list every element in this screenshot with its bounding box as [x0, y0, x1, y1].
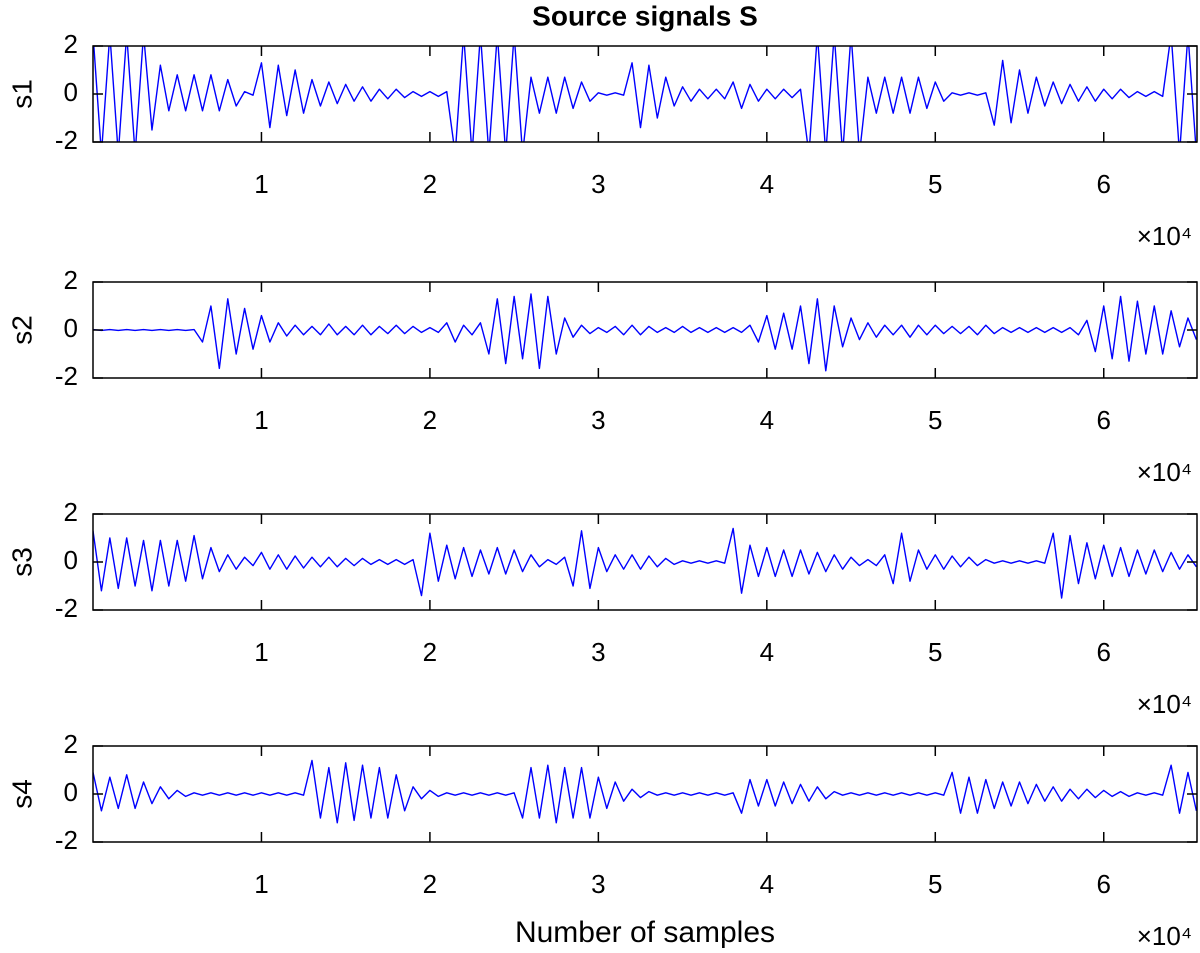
x-multiplier: ×10⁴: [1137, 921, 1192, 951]
chart-title: Source signals S: [532, 0, 758, 31]
x-tick-label: 1: [254, 637, 268, 667]
y-tick-label: -2: [55, 593, 78, 623]
y-tick-label: -2: [55, 361, 78, 391]
y-tick-label: 2: [64, 29, 78, 59]
x-tick-label: 4: [760, 637, 774, 667]
x-tick-label: 4: [760, 169, 774, 199]
y-tick-label: 0: [64, 777, 78, 807]
x-tick-label: 5: [928, 869, 942, 899]
x-tick-label: 1: [254, 405, 268, 435]
x-tick-label: 1: [254, 869, 268, 899]
subplot: 1 2 3 4 5 6 -2 0 2 ×10⁴ s3: [6, 497, 1198, 719]
x-tick-label: 2: [423, 405, 437, 435]
x-tick-label: 5: [928, 637, 942, 667]
x-tick-label: 4: [760, 405, 774, 435]
y-axis-label: s1: [6, 79, 37, 109]
signal-line: [93, 759, 1197, 824]
x-tick-label: 6: [1097, 169, 1111, 199]
y-axis-label: s3: [6, 547, 37, 577]
y-tick-label: 2: [64, 497, 78, 527]
x-tick-label: 3: [591, 405, 605, 435]
x-tick-label: 2: [423, 169, 437, 199]
x-tick-label: 5: [928, 405, 942, 435]
x-axis-label: Number of samples: [515, 916, 775, 949]
x-tick-label: 2: [423, 637, 437, 667]
signal-line: [93, 293, 1197, 372]
signal-line: [93, 527, 1197, 599]
x-tick-label: 6: [1097, 405, 1111, 435]
y-tick-label: -2: [55, 125, 78, 155]
x-tick-label: 3: [591, 637, 605, 667]
x-tick-label: 5: [928, 169, 942, 199]
subplot: 1 2 3 4 5 6 -2 0 2 ×10⁴ s1 Source signals S: [6, 0, 1198, 251]
signal-line: [93, 46, 1197, 142]
x-tick-label: 1: [254, 169, 268, 199]
y-tick-label: 0: [64, 77, 78, 107]
subplot: 1 2 3 4 5 6 -2 0 2 ×10⁴ s2: [6, 265, 1198, 487]
y-tick-label: 0: [64, 545, 78, 575]
y-tick-label: 0: [64, 313, 78, 343]
y-axis-label: s4: [6, 779, 37, 809]
x-multiplier: ×10⁴: [1137, 221, 1192, 251]
y-tick-label: 2: [64, 729, 78, 759]
x-tick-label: 4: [760, 869, 774, 899]
y-axis-label: s2: [6, 315, 37, 345]
x-tick-label: 6: [1097, 637, 1111, 667]
x-tick-label: 2: [423, 869, 437, 899]
x-multiplier: ×10⁴: [1137, 457, 1192, 487]
y-tick-label: -2: [55, 825, 78, 855]
x-tick-label: 6: [1097, 869, 1111, 899]
x-multiplier: ×10⁴: [1137, 689, 1192, 719]
subplot: 1 2 3 4 5 6 -2 0 2 ×10⁴ s4 Number of samples: [6, 729, 1198, 951]
x-tick-label: 3: [591, 169, 605, 199]
x-tick-label: 3: [591, 869, 605, 899]
y-tick-label: 2: [64, 265, 78, 295]
